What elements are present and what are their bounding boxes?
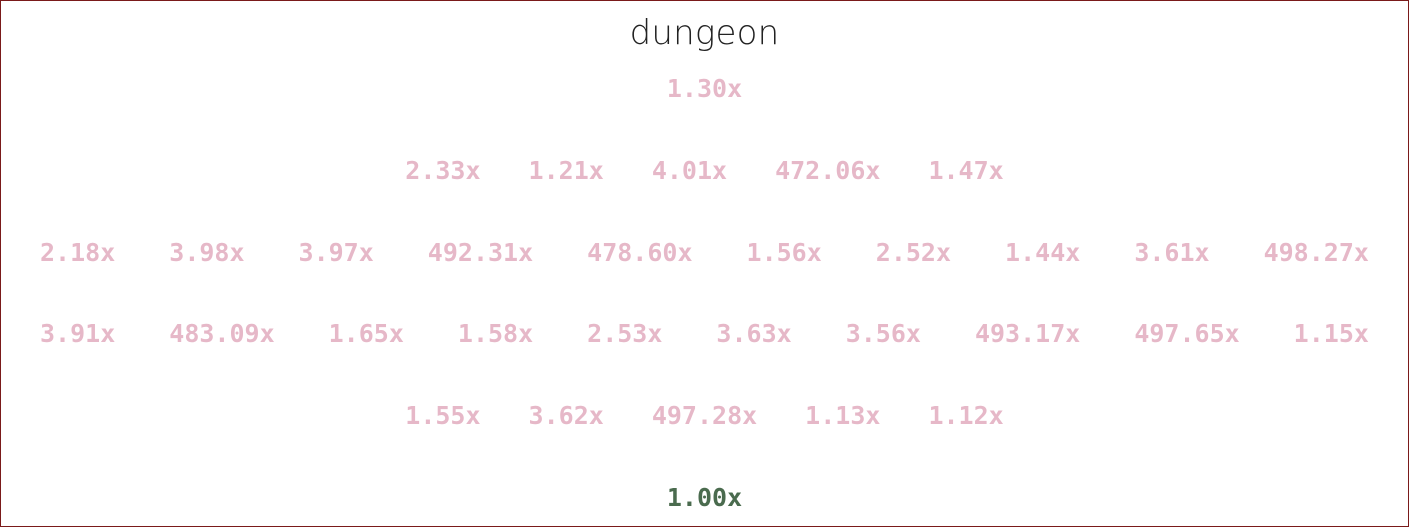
- multiplier-cell: 3.98x: [169, 238, 245, 267]
- level-row-2: 2.18x 3.98x 3.97x 492.31x 478.60x 1.56x …: [1, 238, 1408, 268]
- multiplier-cell: 1.15x: [1293, 319, 1369, 348]
- level-row-1: 2.33x 1.21x 4.01x 472.06x 1.47x: [1, 156, 1408, 186]
- multiplier-cell: 3.63x: [716, 319, 792, 348]
- multiplier-cell: 493.17x: [974, 319, 1081, 348]
- multiplier-cell: 2.52x: [875, 238, 952, 267]
- level-row-0: 1.30x: [1, 74, 1408, 104]
- multiplier-cell: 1.65x: [328, 319, 404, 348]
- multiplier-cell: 2.33x: [405, 156, 481, 185]
- multiplier-cell: 3.56x: [845, 319, 921, 348]
- multiplier-cell: 1.13x: [805, 401, 881, 430]
- multiplier-cell: 1.12x: [928, 401, 1004, 430]
- multiplier-cell: 1.55x: [405, 401, 481, 430]
- multiplier-cell: 3.91x: [40, 319, 116, 348]
- multiplier-cell: 472.06x: [775, 156, 881, 185]
- multiplier-cell: 497.65x: [1134, 319, 1240, 348]
- level-row-5: 1.00x: [1, 483, 1408, 513]
- multiplier-cell: 1.56x: [746, 238, 822, 267]
- multiplier-cell: 1.44x: [1005, 238, 1081, 267]
- multiplier-cell: 3.62x: [528, 401, 604, 430]
- multiplier-cell: 2.53x: [587, 319, 663, 348]
- multiplier-cell: 478.60x: [587, 238, 693, 267]
- multiplier-cell: 2.18x: [40, 238, 116, 267]
- multiplier-cell: 1.21x: [528, 156, 604, 185]
- baseline-multiplier-cell: 1.00x: [666, 483, 743, 512]
- multiplier-cell: 492.31x: [427, 238, 534, 267]
- panel-title: dungeon: [629, 13, 780, 53]
- multiplier-cell: 3.61x: [1134, 238, 1210, 267]
- level-row-4: 1.55x 3.62x 497.28x 1.13x 1.12x: [1, 401, 1408, 431]
- multiplier-cell: 483.09x: [169, 319, 275, 348]
- multiplier-cell: 1.47x: [928, 156, 1004, 185]
- multiplier-cell: 1.58x: [457, 319, 534, 348]
- multiplier-cell: 498.27x: [1263, 238, 1369, 267]
- level-row-3: 3.91x 483.09x 1.65x 1.58x 2.53x 3.63x 3.…: [1, 319, 1408, 349]
- multiplier-cell: 1.30x: [666, 74, 743, 103]
- multiplier-cell: 4.01x: [651, 156, 728, 185]
- multiplier-cell: 497.28x: [651, 401, 758, 430]
- multiplier-cell: 3.97x: [298, 238, 374, 267]
